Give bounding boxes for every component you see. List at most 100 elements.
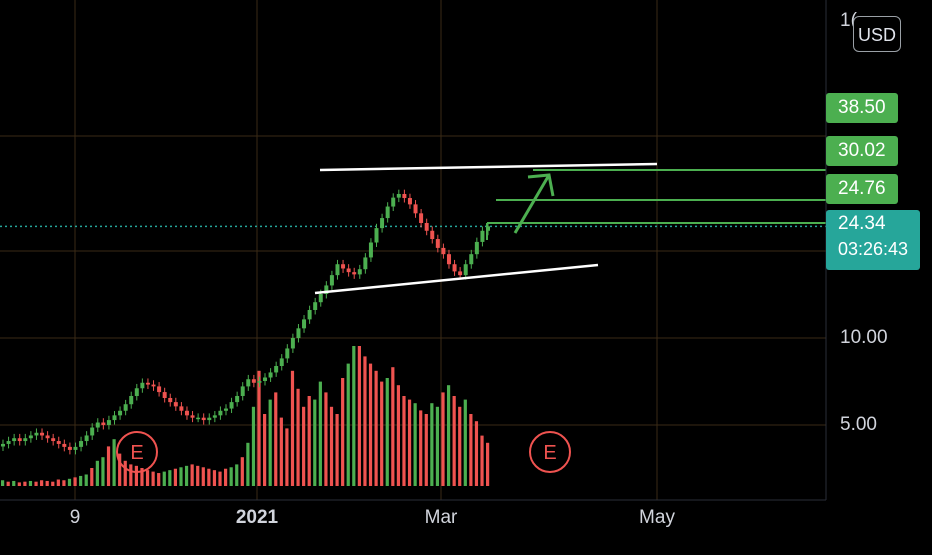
candle-body [274,366,279,373]
candle-body [430,230,435,240]
volume-bar [95,460,99,486]
price-tag-level-3[interactable]: 24.76 [826,174,898,204]
volume-bar [430,403,434,486]
volume-bar [123,460,127,486]
candle-body [318,293,323,303]
candle-body [196,417,201,420]
volume-bar [346,363,350,486]
volume-bar [435,406,440,486]
volume-bar [413,403,417,486]
volume-bar [45,480,49,486]
price-axis-label-5: 5.00 [840,414,877,435]
candle-body [419,213,424,223]
candle-body [324,285,329,294]
candle-body [357,269,362,275]
candle-body [307,309,312,320]
candle-body [352,272,357,275]
candle-body [446,254,451,265]
volume-bar [296,388,300,486]
volume-bar [140,468,144,486]
candle-body [157,386,162,393]
candle-body [106,420,111,425]
candle-body [145,382,150,385]
volume-bar [145,470,150,486]
current-price-tag[interactable]: 24.34 03:26:43 [826,210,920,270]
volume-bar [407,399,412,486]
candle-body [207,417,212,421]
volume-bar [246,442,250,486]
candle-body [134,388,139,396]
volume-bar [229,467,233,486]
volume-bar [396,385,401,486]
volume-bar [458,406,462,486]
volume-bar [290,370,295,486]
candle-body [246,379,251,387]
price-tag-level-2[interactable]: 30.02 [826,136,898,166]
volume-bar [162,471,166,486]
volume-bar [151,471,155,486]
candle-body [179,406,184,411]
volume-bar [285,428,289,486]
candle-body [112,415,117,421]
volume-bar [380,381,384,486]
candle-body [407,198,412,205]
volume-bar [424,414,428,486]
volume-bar [446,385,451,486]
volume-bar [235,464,239,486]
lower-trendline [314,263,599,295]
projection-arrow-shaft [513,174,551,234]
volume-bar [469,414,473,486]
candle-body [6,441,11,444]
candle-body [346,268,351,273]
volume-bar [34,481,38,486]
volume-bar [73,477,77,486]
candle-body [235,395,240,403]
candle-body [374,228,379,243]
volume-bar [190,464,194,486]
volume-bar [118,453,122,486]
volume-bar [173,468,178,486]
candle-body [296,328,301,338]
volume-bar [279,417,283,486]
volume-bar [324,392,328,486]
earnings-marker-label: E [543,442,556,464]
candle-body [474,241,479,255]
volume-bar [179,467,183,486]
candle-body [251,379,256,383]
candle-body [441,247,446,255]
candle-body [302,319,307,329]
candle-body [51,438,56,442]
volume-bar [240,457,244,486]
candle-body [129,395,134,405]
volume-bar [207,468,211,486]
volume-bar [313,399,317,486]
candle-body [480,230,485,242]
volume-bar [474,421,479,486]
candle-body [279,358,284,367]
projection-arrow-head [527,173,555,197]
candle-body [12,438,17,442]
volume-bar [368,363,373,486]
candle-body [458,271,463,276]
volume-bar [357,346,361,486]
candle-body [140,382,145,389]
volume-bar [79,475,83,486]
candle-body [341,264,346,269]
volume-bar [134,465,138,486]
currency-button[interactable]: USD [853,16,901,52]
volume-bar [56,479,60,486]
price-tag-level-1[interactable]: 38.50 [826,93,898,123]
volume-bar [268,399,272,486]
candle-body [313,302,318,310]
candle-body [23,438,28,442]
candle-body [391,197,396,207]
candle-body [435,239,440,248]
candle-body [118,410,123,416]
volume-bar [263,414,267,486]
time-axis-label-may: May [639,507,675,528]
volume-bar [486,442,490,486]
time-axis-label-2021: 2021 [235,507,279,528]
